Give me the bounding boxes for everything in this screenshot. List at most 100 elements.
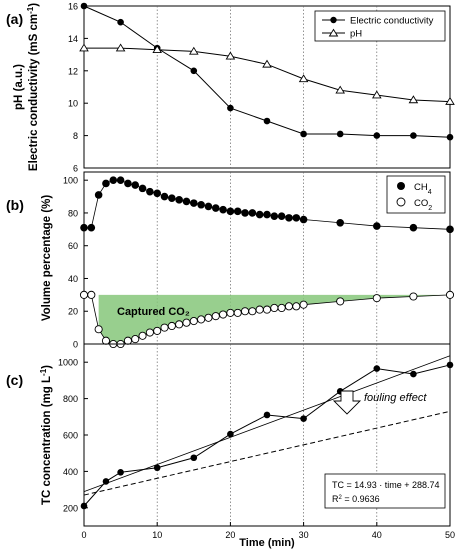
data-point-b-0-23 bbox=[248, 209, 257, 217]
data-point-a-1-4 bbox=[225, 51, 236, 60]
data-point-b-1-16 bbox=[197, 315, 206, 324]
y-tick-label-b-3: 60 bbox=[68, 241, 78, 251]
data-point-b-1-11 bbox=[160, 323, 169, 332]
data-point-c-0-10 bbox=[410, 370, 417, 378]
y-axis-label-a-ph: pH (a.u.) bbox=[13, 64, 25, 110]
legend-marker-ph bbox=[328, 28, 339, 37]
y-tick-label-b-2: 40 bbox=[68, 274, 78, 284]
data-point-b-0-25 bbox=[263, 210, 271, 219]
data-point-b-1-9 bbox=[145, 328, 154, 337]
captured-co2-area bbox=[98, 294, 450, 344]
y-tick-label-a-4: 14 bbox=[68, 34, 78, 44]
data-point-b-0-31 bbox=[336, 218, 345, 227]
data-point-b-1-28 bbox=[284, 302, 294, 311]
data-point-a-1-0 bbox=[79, 43, 89, 52]
data-point-b-1-31 bbox=[336, 297, 345, 306]
data-point-b-1-13 bbox=[175, 320, 184, 329]
data-point-b-1-19 bbox=[219, 310, 228, 319]
data-point-c-0-4 bbox=[190, 454, 198, 462]
data-point-a-0-10 bbox=[446, 133, 454, 141]
series-line-a-1 bbox=[84, 47, 451, 103]
regression-r2: R2 = 0.9636 bbox=[332, 494, 380, 504]
data-point-b-0-13 bbox=[175, 196, 183, 204]
panel-a: (a) 6 8 10 12 14 16 pH (a.u.) Electric conduc… bbox=[6, 2, 455, 174]
data-point-b-0-26 bbox=[270, 212, 279, 221]
panel-label-a: (a) bbox=[6, 11, 23, 27]
data-point-b-0-0 bbox=[80, 223, 88, 232]
data-point-b-0-21 bbox=[233, 207, 242, 216]
y-tick-label-b-5: 100 bbox=[63, 176, 78, 186]
data-point-c-0-9 bbox=[373, 365, 381, 372]
data-point-b-1-32 bbox=[372, 294, 381, 303]
data-point-a-0-1 bbox=[117, 18, 124, 26]
data-point-b-0-14 bbox=[182, 197, 191, 206]
legend-a: Electric conductivity pH bbox=[314, 10, 446, 42]
data-point-b-0-32 bbox=[373, 222, 381, 230]
data-point-b-1-1 bbox=[87, 290, 96, 299]
data-point-b-1-14 bbox=[182, 318, 191, 327]
data-point-c-0-7 bbox=[300, 415, 307, 422]
y-axis-label-c: TC concentration (mg L-1) bbox=[39, 365, 54, 505]
grid-a bbox=[156, 6, 378, 168]
y-tick-label-b-1: 20 bbox=[68, 307, 78, 317]
x-tick-label-c-2: 20 bbox=[225, 530, 235, 540]
y-tick-label-a-1: 8 bbox=[73, 131, 78, 141]
panel-b: (b) Captured CO₂ 0 20 40 60 80 100 Volume per… bbox=[6, 171, 455, 350]
regression-equation: TC = 14.93 · time + 288.74 bbox=[332, 480, 440, 490]
data-point-b-1-15 bbox=[189, 317, 198, 326]
regression-box: TC = 14.93 · time + 288.74 R2 = 0.9636 bbox=[324, 473, 446, 509]
data-point-b-0-18 bbox=[211, 204, 220, 212]
data-point-b-0-4 bbox=[109, 176, 118, 184]
y-tick-label-a-0: 6 bbox=[73, 164, 78, 174]
data-point-a-1-7 bbox=[335, 85, 345, 94]
x-axis-label-c: Time (min) bbox=[239, 537, 295, 549]
captured-co2-label: Captured CO₂ bbox=[117, 306, 190, 318]
data-point-b-1-26 bbox=[270, 303, 279, 313]
y-tick-label-b-4: 80 bbox=[68, 208, 78, 218]
data-point-b-0-30 bbox=[299, 215, 308, 224]
data-point-a-0-8 bbox=[373, 132, 381, 139]
data-point-b-0-10 bbox=[153, 189, 161, 198]
data-point-b-1-12 bbox=[167, 321, 176, 331]
plot-frame-a bbox=[83, 5, 451, 169]
data-point-b-1-23 bbox=[248, 307, 257, 316]
data-point-b-0-9 bbox=[146, 187, 154, 196]
data-point-b-1-20 bbox=[226, 308, 235, 317]
data-point-b-0-1 bbox=[87, 223, 96, 232]
data-point-b-1-33 bbox=[409, 292, 418, 301]
y-tick-label-a-5: 16 bbox=[68, 2, 78, 12]
data-point-b-1-17 bbox=[204, 313, 213, 322]
panel-c: (c) 200 400 600 800 1000 0 10 20 30 40 50 TC conc… bbox=[6, 343, 455, 549]
data-point-b-0-20 bbox=[226, 207, 235, 216]
data-point-a-0-9 bbox=[410, 132, 417, 139]
data-point-a-0-3 bbox=[190, 67, 198, 75]
data-point-c-0-5 bbox=[227, 430, 234, 438]
legend-box-b bbox=[386, 175, 446, 214]
legend-label-ch4: CH4 bbox=[414, 182, 432, 196]
data-point-b-0-16 bbox=[197, 200, 205, 209]
data-point-a-1-8 bbox=[372, 90, 382, 99]
data-point-a-1-10 bbox=[445, 96, 455, 105]
series-a bbox=[79, 2, 455, 141]
data-point-b-0-19 bbox=[219, 205, 227, 214]
data-point-a-0-0 bbox=[80, 2, 88, 10]
y-tick-label-a-2: 10 bbox=[68, 99, 78, 109]
panel-label-b: (b) bbox=[6, 197, 24, 213]
y-tick-label-a-3: 12 bbox=[68, 66, 78, 76]
data-point-b-1-0 bbox=[79, 290, 89, 299]
data-point-b-0-5 bbox=[116, 176, 125, 184]
data-point-c-0-2 bbox=[117, 469, 124, 476]
x-tick-label-c-0: 0 bbox=[81, 530, 86, 540]
data-point-b-1-10 bbox=[153, 326, 162, 335]
x-axis-c: 0 10 20 30 40 50 bbox=[81, 522, 455, 540]
data-point-b-0-24 bbox=[255, 210, 264, 219]
series-b bbox=[79, 176, 455, 349]
data-point-b-1-29 bbox=[292, 302, 301, 311]
y-tick-label-b-0: 0 bbox=[73, 340, 78, 350]
y-tick-label-c-4: 1000 bbox=[58, 358, 78, 368]
x-tick-label-c-4: 40 bbox=[372, 530, 382, 540]
data-point-b-0-2 bbox=[94, 191, 103, 199]
data-point-b-0-29 bbox=[292, 214, 301, 222]
data-point-b-0-6 bbox=[124, 179, 132, 188]
